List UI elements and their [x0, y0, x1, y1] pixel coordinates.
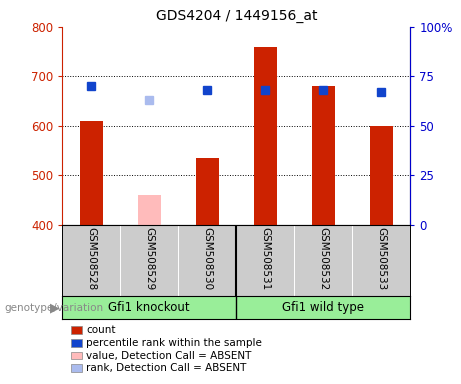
- Bar: [138, 195, 161, 225]
- Bar: [312, 86, 335, 225]
- Text: Gfi1 knockout: Gfi1 knockout: [108, 301, 190, 314]
- Text: GSM508531: GSM508531: [260, 227, 270, 290]
- Bar: [370, 126, 393, 225]
- Bar: [195, 158, 219, 225]
- Text: GSM508533: GSM508533: [376, 227, 386, 290]
- Title: GDS4204 / 1449156_at: GDS4204 / 1449156_at: [155, 9, 317, 23]
- Bar: [80, 121, 103, 225]
- Text: percentile rank within the sample: percentile rank within the sample: [86, 338, 262, 348]
- Text: Gfi1 wild type: Gfi1 wild type: [282, 301, 364, 314]
- Text: GSM508532: GSM508532: [318, 227, 328, 290]
- Text: ▶: ▶: [50, 302, 59, 315]
- Text: GSM508530: GSM508530: [202, 227, 212, 290]
- Text: GSM508528: GSM508528: [86, 227, 96, 290]
- Bar: [254, 47, 277, 225]
- Text: GSM508529: GSM508529: [144, 227, 154, 290]
- Text: count: count: [86, 325, 116, 335]
- Text: rank, Detection Call = ABSENT: rank, Detection Call = ABSENT: [86, 363, 247, 373]
- Text: genotype/variation: genotype/variation: [5, 303, 104, 313]
- Text: value, Detection Call = ABSENT: value, Detection Call = ABSENT: [86, 351, 252, 361]
